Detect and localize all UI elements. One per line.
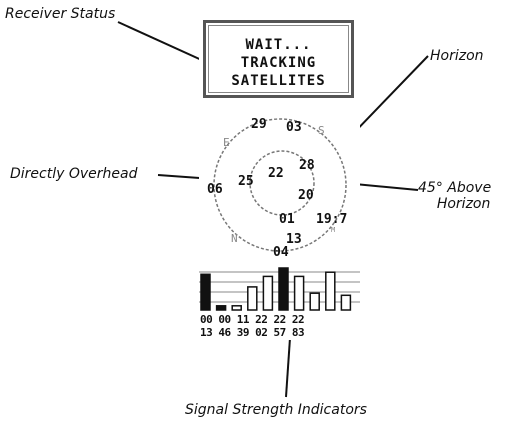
satellite-22: 22 — [268, 166, 284, 181]
signal-strength-label: Signal Strength Indicators — [185, 402, 367, 418]
satellite-06: 06 — [207, 182, 223, 197]
satellite-04: 04 — [273, 245, 289, 260]
satellite-25: 25 — [238, 174, 254, 189]
horizon-label: Horizon — [430, 48, 484, 64]
signal-strength-leader — [285, 337, 291, 398]
signal-bar-9 — [325, 271, 336, 311]
status-line-1: WAIT... — [245, 37, 312, 53]
signal-bar-7 — [293, 275, 305, 311]
receiver-status-label: Receiver Status — [5, 6, 116, 22]
signal-labels-top: 00 00 11 22 22 22 — [200, 313, 304, 326]
gps-screen: WAIT... TRACKING SATELLITES — [199, 18, 360, 340]
satellite-03: 03 — [286, 120, 302, 135]
signal-strength-panel: 00 00 11 22 22 22 13 46 39 02 57 83 — [199, 267, 360, 339]
status-line-3: SATELLITES — [231, 73, 326, 89]
signal-bar-3 — [231, 305, 242, 311]
north-letter: N — [231, 232, 238, 245]
signal-bar-2 — [215, 305, 227, 311]
horizon-leader — [346, 55, 429, 141]
east-letter: E — [223, 136, 230, 149]
signal-labels-bottom: 13 46 39 02 57 83 — [200, 326, 304, 339]
signal-bar-1 — [200, 273, 211, 311]
signal-bar-6 — [278, 267, 289, 311]
directly-overhead-label: Directly Overhead — [10, 166, 138, 182]
south-letter: S — [318, 124, 325, 137]
horizon-ring — [213, 118, 347, 252]
satellite-01: 01 — [279, 212, 295, 227]
satellite-28: 28 — [299, 158, 315, 173]
above-horizon-label-line1: 45° Above — [418, 180, 492, 196]
signal-bars — [200, 267, 352, 311]
satellite-20: 20 — [298, 188, 314, 203]
above-horizon-label-line2: Horizon — [436, 196, 491, 212]
status-inner-border — [208, 25, 349, 93]
signal-bar-4 — [247, 286, 258, 311]
small-label: M — [331, 226, 335, 234]
receiver-status-box: WAIT... TRACKING SATELLITES — [203, 20, 354, 98]
satellite-29: 29 — [251, 117, 267, 132]
satellite-13: 13 — [286, 232, 302, 247]
signal-bar-5 — [262, 275, 274, 311]
status-line-2: TRACKING — [240, 55, 317, 71]
forty-five-ring — [249, 150, 315, 216]
signal-bar-10 — [340, 294, 352, 311]
above-horizon-label: 45° Above Horizon — [418, 180, 491, 212]
satellite-19-7: 19:7 — [316, 212, 347, 227]
signal-bar-8 — [309, 292, 320, 311]
